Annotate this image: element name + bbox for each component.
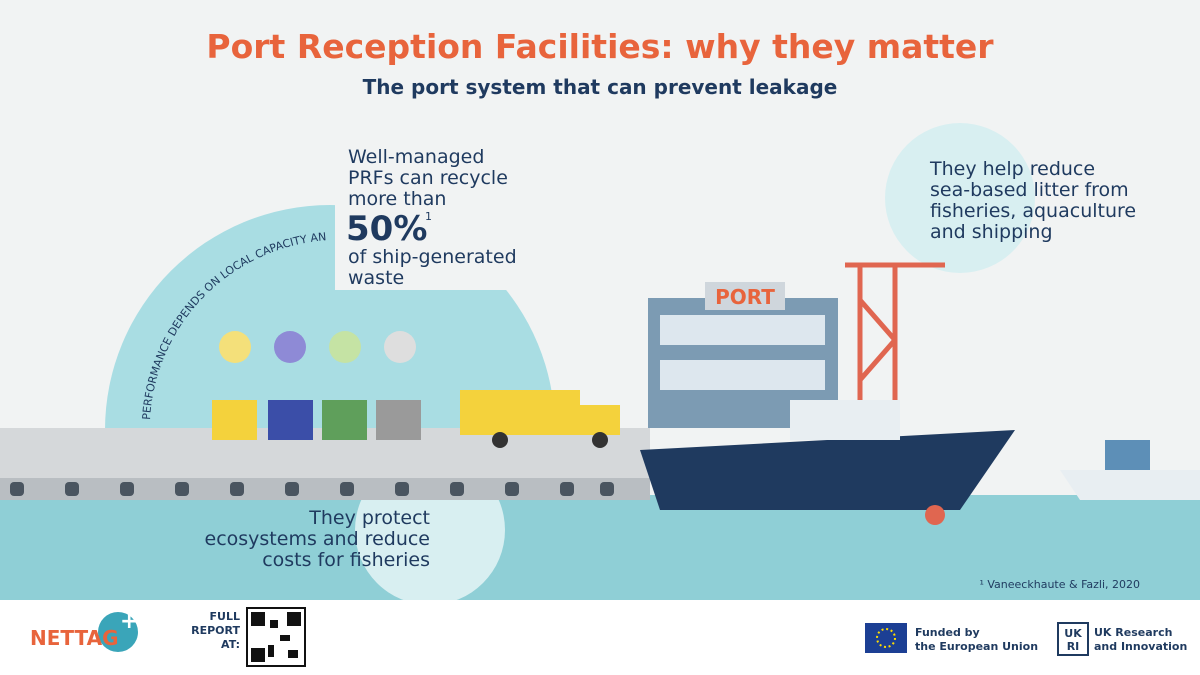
truck-cab [580,405,620,435]
ukri-mark-text: RI [1067,640,1080,653]
sea [0,495,1200,600]
eu-text: Funded by [915,626,980,639]
icon [274,331,306,363]
port-sign-text: PORT [715,285,775,309]
icon [329,331,361,363]
bin [212,400,257,440]
callout-line: PRFs can recycle [348,167,508,189]
litter-bubble [885,123,1035,273]
eu-stars [876,628,896,648]
small-boat-cabin [1105,440,1150,470]
footnote: ¹ Vaneeckhaute & Fazli, 2020 [979,578,1140,591]
title: Port Reception Facilities: why they matt… [206,27,994,66]
footer [0,600,1200,675]
callout-line: more than [348,188,446,210]
small-boat [1060,470,1200,500]
icon [219,331,251,363]
port-sign [705,282,785,310]
callout-line: Well-managed [348,146,484,168]
ukri-text: UK Research [1094,626,1172,639]
bin [322,400,367,440]
callout-line: They help reduce [929,158,1095,180]
callout-line: fisheries, aquaculture [930,200,1136,222]
subtitle: The port system that can prevent leakage [363,75,838,99]
callout-line: waste [348,267,404,289]
boat-cabin [790,400,900,440]
eu-text: the European Union [915,640,1038,653]
bin [268,400,313,440]
callout-line: of ship-generated [348,246,517,268]
ukri-text: and Innovation [1094,640,1187,653]
callout-line: sea-based litter from [930,179,1129,201]
callout-line: They protect [308,507,430,529]
logo-blob [98,612,138,652]
callout-line: ecosystems and reduce [205,528,431,550]
report-label: REPORT [191,624,240,637]
eu-flag [865,623,907,653]
qr-code[interactable] [246,607,306,667]
logo-text: NETTAG [30,626,119,650]
tyres [10,482,614,496]
logo-plus: + [120,609,138,634]
ukri-mark-text: UK [1064,627,1082,640]
truck [460,390,580,435]
callout-superscript: 1 [425,210,432,223]
dock-edge [0,478,650,500]
buoy [925,505,945,525]
report-label: FULL [210,610,240,623]
window [660,315,825,345]
callout-line: and shipping [930,221,1053,243]
fishing-boat [640,430,1015,510]
callout-line: costs for fisheries [262,549,430,571]
callout-bg [335,140,525,290]
report-label: AT: [221,638,240,651]
bin [376,400,421,440]
wheel [492,432,508,448]
ukri-mark [1057,622,1089,656]
window [660,360,825,390]
callout-highlight: 50% [346,209,427,249]
wheel [592,432,608,448]
icon [384,331,416,363]
